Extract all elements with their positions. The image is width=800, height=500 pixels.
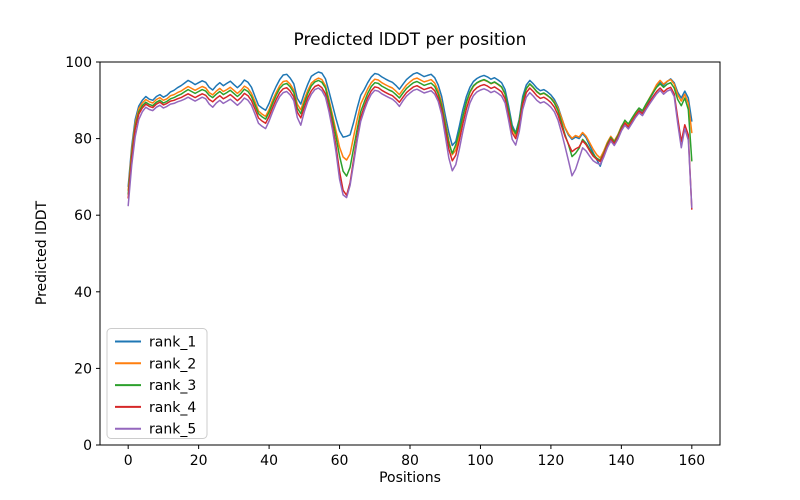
x-tick-label: 40 [260,453,278,469]
legend-entry-rank_4: rank_4 [115,400,196,416]
x-tick-label: 140 [608,453,635,469]
legend-label-rank_1: rank_1 [149,335,196,351]
y-tick-label: 40 [74,285,92,301]
y-axis-label: Predicted lDDT [34,200,50,305]
y-tick-label: 20 [74,361,92,377]
x-tick-label: 160 [678,453,705,469]
y-tick-label: 60 [74,208,92,224]
legend-box [106,328,208,439]
y-tick-label: 0 [83,438,92,454]
legend-entry-rank_2: rank_2 [115,356,196,372]
y-tick-label: 80 [74,132,92,148]
legend: rank_1 rank_2 rank_3 rank_4 rank_5 [106,328,208,439]
legend-label-rank_5: rank_5 [149,422,196,438]
series-line-rank_4 [127,83,693,210]
legend-label-rank_4: rank_4 [149,400,196,416]
series-line-rank_1 [127,71,693,188]
x-tick-label: 60 [331,453,349,469]
legend-entry-rank_5: rank_5 [115,422,196,438]
plot-area: 0 20 40 60 80 100 120 140 160020406080100rank_1r… [65,55,721,469]
x-axis-label: Positions [379,470,441,486]
series-line-rank_3 [127,78,693,195]
x-tick-label: 20 [190,453,208,469]
series-line-rank_2 [127,77,693,192]
x-tick-label: 80 [401,453,419,469]
legend-label-rank_3: rank_3 [149,378,196,394]
chart-title: Predicted lDDT per position [294,30,527,50]
x-tick-label: 100 [467,453,494,469]
legend-label-rank_2: rank_2 [149,356,196,372]
x-tick-label: 120 [538,453,565,469]
y-tick-label: 100 [65,55,92,71]
legend-entry-rank_1: rank_1 [115,335,196,351]
x-tick-label: 0 [124,453,133,469]
series-line-rank_5 [127,87,693,209]
legend-entry-rank_3: rank_3 [115,378,196,394]
